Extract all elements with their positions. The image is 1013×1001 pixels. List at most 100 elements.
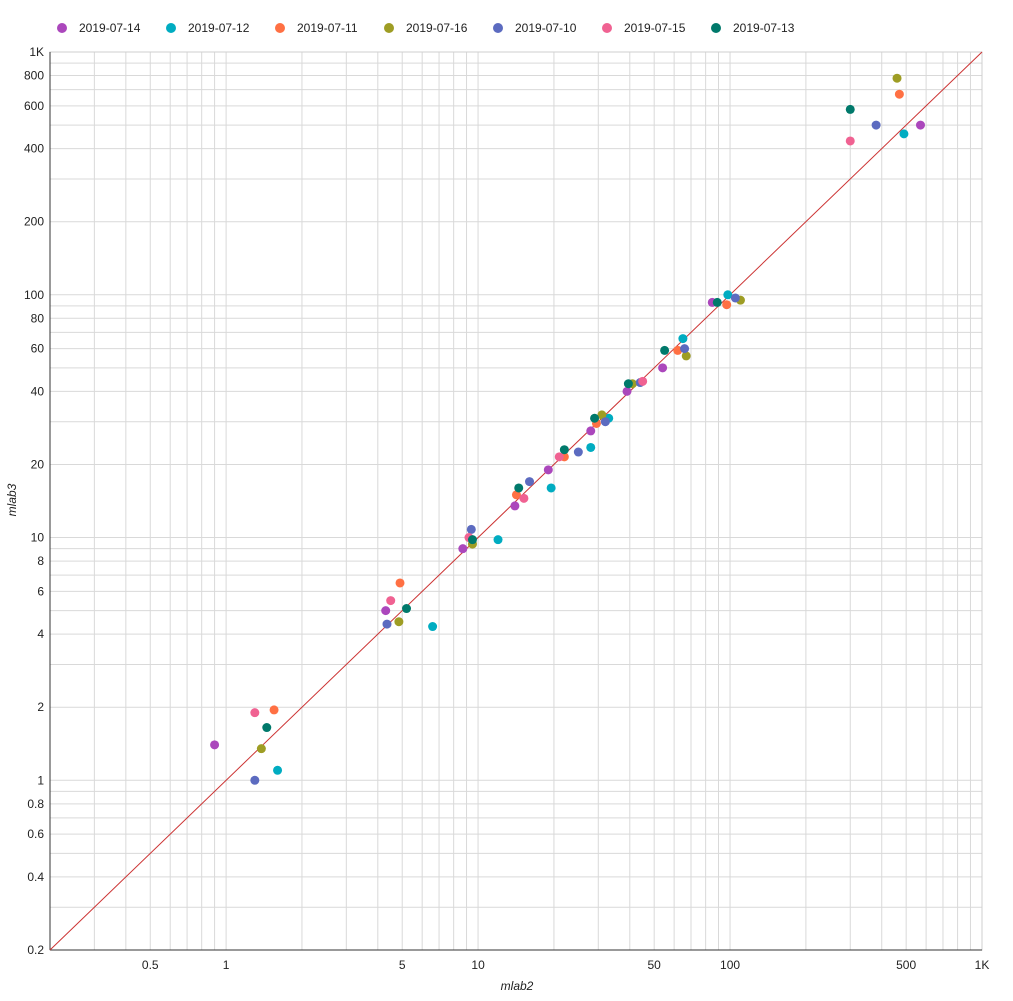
legend-item: 2019-07-14: [57, 21, 141, 35]
y-tick-label: 0.2: [27, 943, 44, 957]
data-point-2019-07-10: [573, 447, 583, 457]
data-point-2019-07-11: [511, 490, 521, 500]
data-point-2019-07-10: [525, 477, 535, 487]
legend-marker: [384, 23, 394, 33]
y-tick-label: 200: [24, 215, 44, 229]
legend-marker: [57, 23, 67, 33]
data-point-2019-07-13: [590, 413, 600, 423]
legend-marker: [602, 23, 612, 33]
data-point-2019-07-13: [623, 379, 633, 389]
legend-item: 2019-07-16: [384, 21, 468, 35]
data-point-2019-07-15: [845, 136, 855, 146]
data-point-2019-07-12: [678, 334, 688, 344]
data-point-2019-07-15: [519, 493, 529, 503]
legend-label: 2019-07-11: [297, 21, 358, 35]
data-point-2019-07-10: [680, 344, 690, 354]
data-point-2019-07-11: [894, 89, 904, 99]
axes: 0.5 1 5 10 50 100 500 1K 0.2 0.4 0.6 0.8 1 2 4 6 8 10 20 40…: [24, 45, 989, 972]
legend-label: 2019-07-12: [188, 21, 250, 35]
y-tick-label: 60: [31, 342, 45, 356]
data-point-2019-07-13: [660, 345, 670, 355]
data-point-2019-07-10: [730, 293, 740, 303]
data-point-2019-07-14: [381, 606, 391, 616]
data-point-2019-07-15: [638, 376, 648, 386]
legend-marker: [711, 23, 721, 33]
legend-item: 2019-07-13: [711, 21, 795, 35]
data-point-2019-07-16: [394, 617, 404, 627]
data-point-2019-07-14: [658, 363, 668, 373]
data-point-2019-07-14: [915, 120, 925, 130]
data-point-2019-07-14: [510, 501, 520, 511]
data-point-2019-07-10: [466, 524, 476, 534]
legend-label: 2019-07-10: [515, 21, 577, 35]
data-point-2019-07-11: [673, 345, 683, 355]
y-tick-label: 20: [31, 457, 45, 471]
data-point-2019-07-15: [386, 596, 396, 606]
y-tick-label: 4: [37, 627, 44, 641]
y-tick-label: 400: [24, 142, 44, 156]
data-point-2019-07-16: [597, 410, 607, 420]
data-point-2019-07-11: [722, 300, 732, 310]
legend-item: 2019-07-11: [275, 21, 358, 35]
data-point-2019-07-13: [559, 445, 569, 455]
x-tick-label: 50: [648, 958, 662, 972]
data-points: [210, 73, 925, 785]
data-point-2019-07-12: [899, 129, 909, 139]
data-point-2019-07-13: [845, 104, 855, 114]
x-tick-label: 0.5: [142, 958, 159, 972]
data-point-2019-07-11: [269, 705, 279, 715]
y-tick-label: 100: [24, 288, 44, 302]
x-tick-label: 500: [896, 958, 916, 972]
y-tick-label: 0.8: [27, 797, 44, 811]
x-axis-title: mlab2: [501, 979, 534, 993]
data-point-2019-07-14: [543, 465, 553, 475]
data-point-2019-07-13: [402, 604, 412, 614]
data-point-2019-07-13: [514, 483, 524, 493]
y-tick-label: 0.6: [27, 827, 44, 841]
y-tick-label: 1: [37, 773, 44, 787]
x-tick-label: 10: [471, 958, 485, 972]
legend-item: 2019-07-12: [166, 21, 250, 35]
y-tick-label: 2: [37, 700, 44, 714]
identity-line: [49, 51, 983, 951]
data-point-2019-07-14: [458, 544, 468, 554]
x-tick-label: 1: [223, 958, 230, 972]
data-point-2019-07-10: [250, 775, 260, 785]
data-point-2019-07-14: [586, 426, 596, 436]
y-axis-title: mlab3: [5, 483, 19, 516]
data-point-2019-07-15: [250, 708, 260, 718]
y-tick-label: 6: [37, 584, 44, 598]
legend-label: 2019-07-13: [733, 21, 795, 35]
data-point-2019-07-14: [622, 386, 632, 396]
legend: 2019-07-14 2019-07-12 2019-07-11 2019-07-16…: [57, 21, 795, 35]
y-tick-label: 10: [31, 531, 45, 545]
y-tick-label: 80: [31, 311, 45, 325]
legend-marker: [166, 23, 176, 33]
x-tick-label: 5: [399, 958, 406, 972]
data-point-2019-07-15: [554, 452, 564, 462]
legend-label: 2019-07-16: [406, 21, 468, 35]
data-point-2019-07-16: [892, 73, 902, 83]
data-point-2019-07-12: [428, 622, 438, 632]
x-tick-label: 100: [720, 958, 740, 972]
legend-item: 2019-07-15: [602, 21, 686, 35]
data-point-2019-07-13: [467, 535, 477, 545]
data-point-2019-07-10: [871, 120, 881, 130]
legend-marker: [493, 23, 503, 33]
data-point-2019-07-16: [681, 351, 691, 361]
y-tick-label: 0.4: [27, 870, 44, 884]
data-point-2019-07-13: [712, 297, 722, 307]
y-tick-label: 1K: [29, 45, 44, 59]
data-point-2019-07-10: [600, 417, 610, 427]
data-point-2019-07-14: [210, 740, 220, 750]
data-point-2019-07-11: [395, 578, 405, 588]
data-point-2019-07-12: [273, 765, 283, 775]
y-tick-label: 8: [37, 554, 44, 568]
grid: [49, 51, 983, 951]
data-point-2019-07-12: [546, 483, 556, 493]
data-point-2019-07-10: [382, 619, 392, 629]
x-tick-label: 1K: [975, 958, 990, 972]
y-tick-label: 800: [24, 69, 44, 83]
legend-marker: [275, 23, 285, 33]
